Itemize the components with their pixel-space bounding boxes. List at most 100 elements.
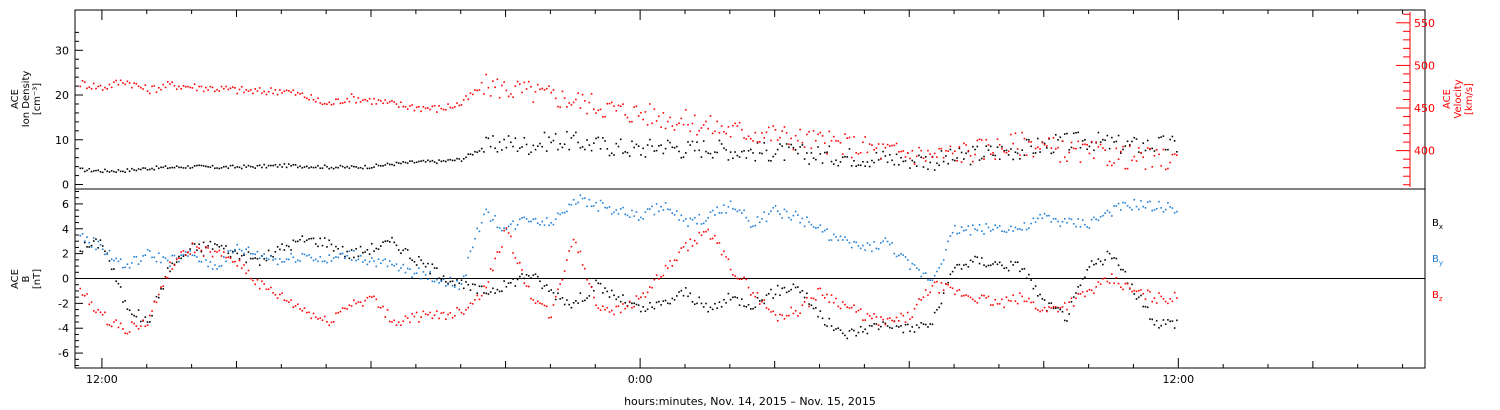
density-point xyxy=(734,151,736,153)
density-point xyxy=(1097,131,1100,134)
density-point xyxy=(774,153,777,155)
b-point-bx xyxy=(115,280,117,283)
b-point-by xyxy=(806,216,808,219)
b-point-bz xyxy=(848,307,851,309)
b-point-bx xyxy=(828,317,831,320)
b-point-bx xyxy=(328,239,331,242)
density-point xyxy=(758,152,761,154)
b-point-bz xyxy=(388,320,391,323)
density-point xyxy=(830,160,833,163)
b-point-bz xyxy=(875,316,878,318)
b-point-bz xyxy=(664,264,667,267)
density-point xyxy=(339,164,342,167)
b-point-bz xyxy=(440,312,443,314)
b-point-by xyxy=(323,260,326,262)
b-point-by xyxy=(157,252,160,254)
b-point-bz xyxy=(985,297,988,299)
velocity-point xyxy=(527,80,530,83)
b-point-by xyxy=(738,209,741,211)
b-point-bx xyxy=(613,294,615,297)
velocity-point xyxy=(855,151,857,154)
velocity-point xyxy=(534,90,537,93)
b-point-bz xyxy=(772,310,775,313)
velocity-point xyxy=(384,99,387,101)
velocity-point xyxy=(234,87,236,89)
b-point-bz xyxy=(101,313,104,316)
b-point-by xyxy=(662,209,665,211)
b-point-bx xyxy=(101,245,104,247)
b-point-bx xyxy=(707,310,709,313)
velocity-point xyxy=(162,83,165,86)
b-point-bx xyxy=(274,251,277,253)
velocity-point xyxy=(489,95,492,97)
velocity-point xyxy=(184,85,187,88)
velocity-point xyxy=(375,103,378,105)
b-point-by xyxy=(541,220,544,223)
velocity-point xyxy=(559,106,561,109)
b-point-bz xyxy=(162,285,165,287)
b-point-by xyxy=(198,260,200,263)
b-point-bx xyxy=(124,300,126,302)
velocity-point xyxy=(310,94,313,96)
b-point-bx xyxy=(936,308,938,311)
velocity-point xyxy=(898,151,900,153)
b-point-by xyxy=(471,246,474,249)
density-point xyxy=(628,155,631,157)
b-point-bz xyxy=(707,228,709,231)
b-point-by xyxy=(570,203,573,206)
b-point-by xyxy=(566,210,568,213)
b-point-by xyxy=(223,256,225,258)
b-point-by xyxy=(1124,202,1127,204)
velocity-point xyxy=(570,104,573,106)
density-point xyxy=(985,145,988,147)
velocity-point xyxy=(229,87,232,90)
b-point-by xyxy=(958,232,961,234)
b-point-bz xyxy=(989,304,992,306)
density-point xyxy=(613,154,615,156)
b-point-by xyxy=(272,259,274,261)
b-point-bx xyxy=(906,323,909,326)
velocity-point xyxy=(615,109,618,112)
b-point-bz xyxy=(238,259,241,262)
b-point-bx xyxy=(155,295,158,298)
b-point-by xyxy=(178,260,180,263)
b-point-bx xyxy=(151,314,153,317)
b-point-by xyxy=(1162,211,1165,213)
velocity-point xyxy=(646,123,649,126)
density-point xyxy=(725,149,727,151)
b-point-bx xyxy=(902,331,905,334)
velocity-point xyxy=(442,108,445,111)
b-point-bz xyxy=(1030,301,1032,304)
density-point xyxy=(741,150,743,153)
b-point-bz xyxy=(323,315,326,318)
density-point xyxy=(1016,152,1019,155)
b-point-bz xyxy=(653,278,656,281)
density-point xyxy=(920,156,923,159)
b-point-by xyxy=(945,248,947,251)
legend-bx: Bx xyxy=(1432,218,1443,231)
b-point-bz xyxy=(297,303,299,306)
density-point xyxy=(875,151,878,154)
b-point-bx xyxy=(810,304,813,307)
b-point-by xyxy=(1167,202,1169,204)
b-point-bz xyxy=(211,255,214,258)
b-point-bx xyxy=(848,330,851,332)
velocity-point xyxy=(126,80,129,83)
b-point-bz xyxy=(604,308,606,311)
b-point-bz xyxy=(741,278,743,280)
b-point-bz xyxy=(196,246,198,248)
density-point xyxy=(664,147,667,150)
b-point-bz xyxy=(328,324,331,327)
b-point-bx xyxy=(346,250,348,253)
b-point-bz xyxy=(436,310,438,312)
b-point-by xyxy=(651,205,653,208)
b-point-by xyxy=(830,239,833,241)
velocity-point xyxy=(1097,146,1100,148)
b-point-by xyxy=(1054,218,1057,220)
b-point-bx xyxy=(249,257,252,260)
velocity-point xyxy=(254,88,257,90)
b-point-bx xyxy=(963,264,965,266)
b-point-bz xyxy=(711,237,714,240)
density-point xyxy=(779,143,781,145)
density-point xyxy=(599,147,602,150)
